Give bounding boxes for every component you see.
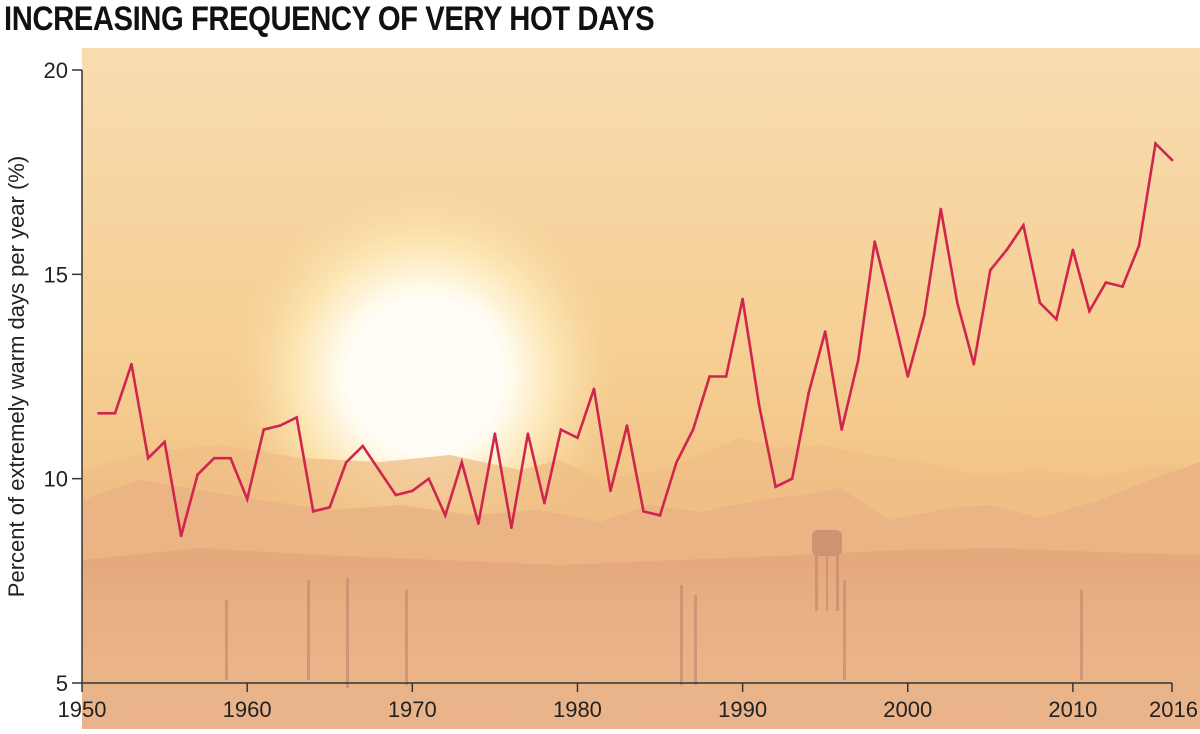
- data-point: [807, 391, 810, 395]
- data-point: [460, 461, 464, 464]
- y-tick-label: 10: [44, 467, 68, 492]
- data-point: [923, 313, 926, 317]
- data-point: [1170, 158, 1174, 162]
- x-tick-label: 1970: [388, 697, 437, 722]
- data-point: [972, 362, 976, 366]
- data-point: [1137, 244, 1141, 247]
- data-point: [411, 489, 414, 493]
- data-point: [163, 440, 166, 444]
- data-point: [757, 403, 761, 407]
- series-line: [97, 140, 1174, 537]
- data-point: [278, 424, 282, 427]
- data-point: [939, 207, 943, 211]
- data-point: [790, 477, 794, 481]
- data-point: [229, 456, 232, 460]
- data-point: [130, 362, 133, 366]
- data-point: [691, 428, 695, 431]
- data-point: [1005, 248, 1009, 252]
- data-point: [856, 358, 860, 362]
- data-point: [543, 501, 546, 505]
- data-point: [708, 375, 711, 378]
- data-point: [262, 428, 266, 431]
- data-point: [378, 469, 381, 472]
- data-point: [576, 436, 579, 440]
- x-tick-label: 1990: [718, 697, 767, 722]
- data-point: [559, 428, 563, 431]
- data-point: [675, 461, 678, 464]
- x-tick-label: 2016: [1149, 697, 1198, 722]
- data-point: [113, 412, 117, 415]
- data-point: [840, 428, 843, 431]
- data-point: [510, 526, 513, 529]
- data-point: [1104, 281, 1108, 284]
- data-point: [1121, 285, 1124, 288]
- data-point: [658, 514, 662, 517]
- ground-haze: [82, 560, 1200, 729]
- x-tick-label: 2010: [1048, 697, 1097, 722]
- data-point: [97, 412, 100, 415]
- data-point: [196, 473, 199, 476]
- data-point: [394, 493, 398, 497]
- data-point: [427, 477, 431, 481]
- y-tick-label: 5: [56, 671, 68, 696]
- data-point: [212, 456, 216, 460]
- data-point: [906, 375, 910, 378]
- data-point: [989, 268, 992, 272]
- data-point: [328, 506, 332, 509]
- x-tick-label: 1950: [58, 697, 107, 722]
- x-tick-label: 1960: [223, 697, 272, 722]
- y-axis-label: Percent of extremely warm days per year …: [4, 156, 29, 597]
- y-tick-label: 15: [44, 262, 68, 287]
- data-point: [873, 240, 876, 243]
- data-point: [1055, 318, 1058, 321]
- data-point: [724, 375, 728, 378]
- data-point: [344, 461, 348, 464]
- data-point: [444, 514, 447, 517]
- data-point: [642, 510, 645, 513]
- data-point: [823, 330, 827, 333]
- data-point: [956, 301, 959, 305]
- data-point: [592, 387, 596, 391]
- light-poles: [225, 578, 1083, 688]
- x-tick-label: 2000: [883, 697, 932, 722]
- chart-title: INCREASING FREQUENCY OF VERY HOT DAYS: [4, 0, 655, 38]
- data-point: [245, 497, 249, 501]
- data-point: [493, 432, 497, 436]
- x-tick-label: 1980: [553, 697, 602, 722]
- data-point: [625, 424, 629, 427]
- data-point: [774, 485, 777, 489]
- sun: [345, 295, 505, 455]
- water-tower: [812, 530, 842, 611]
- data-point: [889, 305, 893, 309]
- data-point: [1154, 142, 1157, 145]
- data-point: [1022, 224, 1025, 227]
- data-point: [741, 297, 744, 301]
- data-point: [526, 432, 530, 436]
- y-tick-label: 20: [44, 58, 68, 83]
- data-point: [146, 456, 150, 460]
- data-point: [179, 534, 183, 538]
- data-point: [609, 489, 612, 493]
- data-point: [311, 510, 315, 513]
- data-point: [361, 444, 365, 448]
- data-point: [1038, 301, 1042, 305]
- data-point: [1071, 248, 1075, 252]
- data-point: [1088, 309, 1091, 313]
- data-point: [477, 522, 480, 525]
- data-point: [295, 416, 299, 419]
